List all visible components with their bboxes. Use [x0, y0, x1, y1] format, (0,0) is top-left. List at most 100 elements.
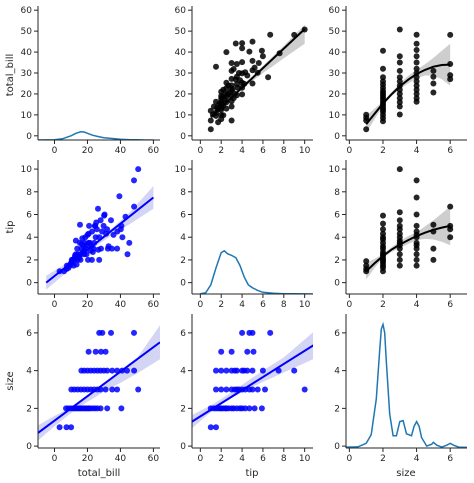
x-tick-label: 10 [299, 146, 311, 156]
y-tick-label: 30 [21, 69, 33, 79]
y-tick-label: 30 [329, 69, 341, 79]
x-tick-label: 2 [380, 454, 386, 464]
x-tick-label: 0 [52, 146, 58, 156]
scatter-point [131, 203, 138, 210]
scatter-point [413, 194, 420, 201]
x-tick-label: 0 [197, 146, 203, 156]
y-tick-label: 0 [334, 442, 340, 452]
scatter-point [251, 405, 258, 412]
x-tick-label: 4 [239, 300, 245, 310]
x-tick-label: 60 [148, 146, 160, 156]
kde-line [200, 249, 313, 294]
scatter-point [396, 103, 403, 110]
scatter-point [258, 47, 265, 54]
scatter-point [447, 72, 454, 79]
y-tick-label: 4 [334, 367, 340, 377]
y-tick-label: 40 [175, 48, 187, 58]
y-tick-label: 0 [334, 279, 340, 289]
y-tick-label: 10 [175, 165, 187, 175]
scatter-point [96, 256, 103, 263]
scatter-point [92, 222, 99, 229]
x-tick-label: 10 [299, 454, 311, 464]
scatter-point [104, 226, 111, 233]
scatter-point [232, 40, 239, 47]
scatter-point [250, 348, 257, 355]
scatter-point [380, 78, 386, 85]
scatter-point [102, 348, 109, 355]
scatter-point [396, 111, 403, 118]
scatter-point [244, 348, 251, 355]
scatter-point [413, 239, 420, 246]
scatter-point [63, 424, 70, 431]
x-tick-label: 40 [115, 300, 127, 310]
confidence-band [366, 43, 451, 133]
scatter-point [73, 261, 80, 268]
scatter-point [228, 60, 235, 66]
scatter-point [135, 386, 142, 393]
scatter-point [396, 67, 403, 74]
scatter-point [116, 193, 123, 200]
scatter-point [104, 405, 111, 412]
scatter-point [109, 386, 116, 393]
scatter-point [119, 234, 126, 241]
y-tick-label: 20 [175, 90, 187, 100]
scatter-point [251, 64, 258, 71]
scatter-point [396, 262, 403, 269]
scatter-point [233, 367, 240, 374]
scatter-point [396, 53, 403, 60]
scatter-point [99, 329, 106, 336]
scatter-point [396, 209, 403, 216]
scatter-point [223, 367, 230, 374]
x-tick-label: 2 [218, 146, 224, 156]
scatter-point [97, 405, 104, 412]
y-tick-label: 2 [180, 256, 186, 266]
regression-line [192, 344, 313, 423]
panel-r2-c0: 0 20 40 60 0 2 4 6 [26, 314, 160, 464]
scatter-point [131, 177, 137, 184]
y-tick-label: 20 [329, 90, 341, 100]
y-tick-label: 40 [21, 48, 33, 58]
scatter-point [218, 348, 225, 355]
x-tick-label: 6 [447, 454, 453, 464]
scatter-point [259, 367, 266, 374]
y-tick-label: 4 [180, 367, 186, 377]
scatter-point [95, 246, 102, 253]
confidence-band [366, 206, 451, 280]
scatter-point [228, 348, 235, 355]
scatter-point [413, 90, 420, 97]
scatter-point [246, 48, 253, 55]
y-tick-label: 10 [329, 165, 341, 175]
scatter-point [363, 258, 370, 265]
y-axis-label-total_bill: total_bill [5, 54, 16, 97]
scatter-point [86, 222, 93, 229]
y-tick-label: 0 [180, 442, 186, 452]
scatter-point [228, 103, 235, 110]
scatter-point [249, 57, 256, 64]
scatter-point [88, 256, 95, 263]
scatter-point [108, 245, 115, 252]
scatter-point [239, 45, 246, 52]
scatter-point [207, 126, 214, 133]
y-tick-label: 60 [175, 6, 187, 16]
scatter-point [413, 95, 420, 102]
scatter-point [242, 405, 249, 412]
x-tick-label: 2 [380, 146, 386, 156]
y-tick-label: 2 [26, 256, 32, 266]
y-tick-label: 30 [175, 69, 187, 79]
panel-r1-c2: 0 2 4 6 0 2 4 6 8 10 [329, 160, 467, 310]
x-tick-label: 2 [218, 300, 224, 310]
x-tick-label: 60 [148, 300, 160, 310]
scatter-point [246, 405, 253, 412]
scatter-point [447, 234, 454, 241]
scatter-point [396, 74, 403, 81]
plot-area [207, 24, 308, 133]
scatter-point [78, 241, 85, 247]
scatter-point [396, 90, 403, 97]
scatter-point [249, 367, 256, 374]
scatter-point [430, 67, 437, 74]
scatter-point [95, 205, 101, 212]
scatter-point [135, 166, 142, 173]
scatter-point [118, 405, 125, 412]
y-tick-label: 4 [26, 233, 32, 243]
